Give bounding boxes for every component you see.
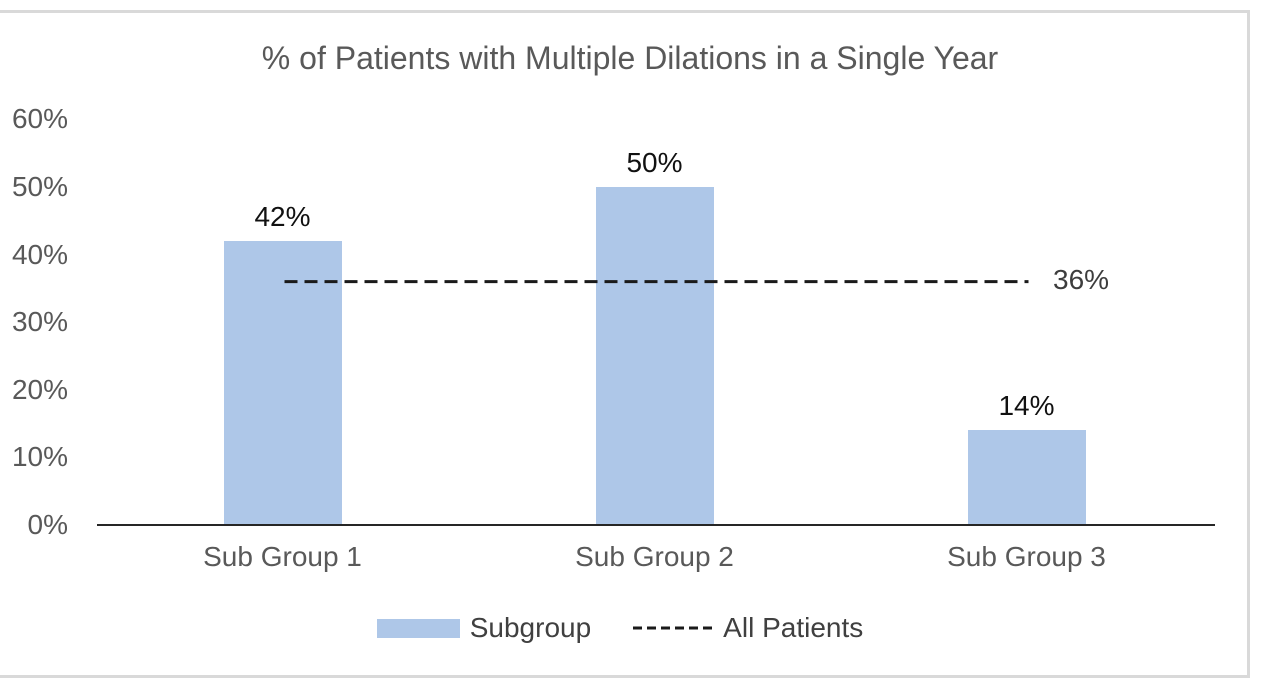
x-axis-label: Sub Group 2 bbox=[575, 541, 734, 572]
bar-data-label: 14% bbox=[998, 390, 1055, 422]
y-tick-label: 20% bbox=[11, 373, 68, 405]
y-tick-label: 40% bbox=[11, 238, 68, 270]
bar-sub-group-1 bbox=[223, 241, 342, 525]
x-axis-label: Sub Group 3 bbox=[947, 541, 1106, 572]
bar-sub-group-2 bbox=[595, 187, 714, 525]
y-tick-label: 10% bbox=[11, 441, 68, 473]
reference-line-label: 36% bbox=[1053, 264, 1110, 295]
bar-data-label: 50% bbox=[626, 147, 683, 178]
y-tick-label: 60% bbox=[11, 103, 68, 135]
legend-bar-swatch bbox=[376, 618, 460, 638]
y-tick-label: 50% bbox=[11, 171, 68, 202]
y-tick-label: 30% bbox=[11, 306, 68, 338]
x-axis-line bbox=[97, 524, 1215, 526]
bar-sub-group-3 bbox=[967, 430, 1086, 525]
y-tick-label: 0% bbox=[27, 509, 68, 540]
legend-label-subgroup: Subgroup bbox=[469, 612, 592, 643]
legend-item-all-patients: All Patients bbox=[633, 612, 863, 644]
legend: Subgroup All Patients bbox=[0, 609, 1250, 647]
x-axis-label: Sub Group 1 bbox=[203, 541, 362, 572]
legend-dash-swatch bbox=[633, 626, 714, 630]
bar-data-label: 42% bbox=[254, 201, 311, 233]
legend-label-all-patients: All Patients bbox=[723, 612, 864, 643]
legend-item-subgroup: Subgroup bbox=[376, 612, 592, 644]
chart-title: % of Patients with Multiple Dilations in… bbox=[261, 40, 999, 76]
